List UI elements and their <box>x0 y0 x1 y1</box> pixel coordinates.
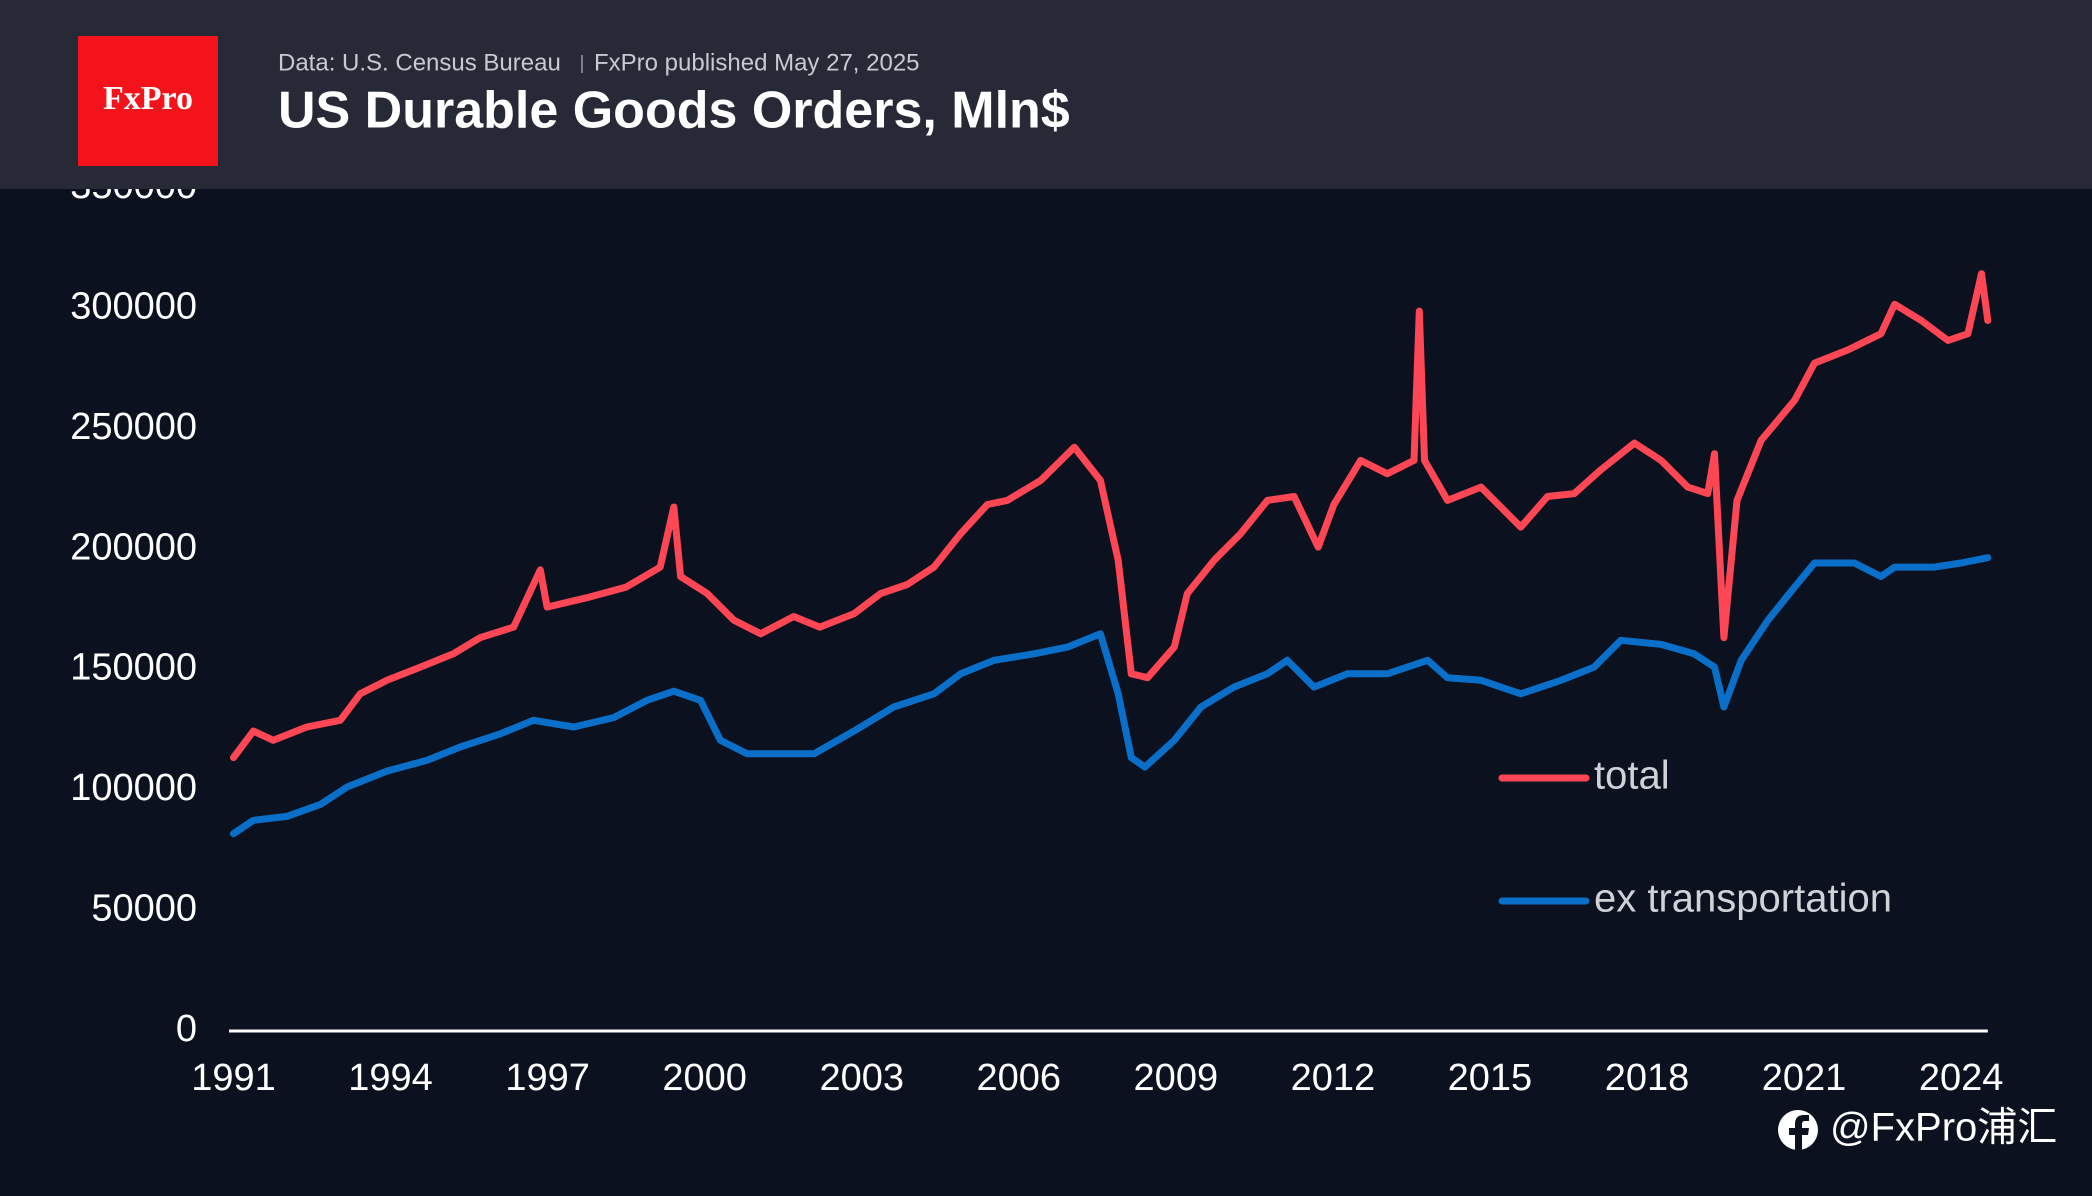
x-tick-label: 2021 <box>1762 1057 1847 1099</box>
watermark: @FxPro浦汇 <box>1778 1106 2057 1152</box>
series-line <box>230 554 1992 838</box>
legend-label: total <box>1594 754 1670 798</box>
y-tick-label: 150000 <box>70 647 197 689</box>
x-tick-label: 2003 <box>819 1057 904 1099</box>
x-tick-label: 1991 <box>191 1057 276 1099</box>
watermark-text: @FxPro浦汇 <box>1830 1106 2057 1150</box>
y-tick-label: 50000 <box>91 888 197 930</box>
x-tick-label: 2012 <box>1291 1057 1376 1099</box>
facebook-f <box>1789 1115 1809 1152</box>
x-tick-label: 2009 <box>1134 1057 1219 1099</box>
logo-box <box>78 36 218 166</box>
y-tick-label: 100000 <box>70 767 197 809</box>
x-tick-label: 2024 <box>1919 1057 2004 1099</box>
source: Data: U.S. Census Bureau <box>278 49 561 76</box>
x-tick-label: 1994 <box>348 1057 433 1099</box>
legend-label: ex transportation <box>1594 877 1892 921</box>
series-line <box>230 270 1992 762</box>
header: FxPro Data: U.S. Census Bureau FxPro pub… <box>0 0 2092 189</box>
x-tick-label: 2000 <box>662 1057 747 1099</box>
published: FxPro published May 27, 2025 <box>594 49 920 76</box>
x-tick-label: 2015 <box>1448 1057 1533 1099</box>
y-tick-label: 300000 <box>70 285 197 327</box>
y-tick-label: 0 <box>176 1008 197 1050</box>
y-tick-label: 250000 <box>70 406 197 448</box>
x-tick-label: 2006 <box>976 1057 1061 1099</box>
header-bar <box>0 0 2092 189</box>
x-tick-label: 2018 <box>1605 1057 1690 1099</box>
y-tick-label: 200000 <box>70 526 197 568</box>
x-tick-label: 1997 <box>505 1057 590 1099</box>
chart-title: US Durable Goods Orders, Mln$ <box>278 82 1070 140</box>
logo-text: FxPro <box>103 80 193 117</box>
